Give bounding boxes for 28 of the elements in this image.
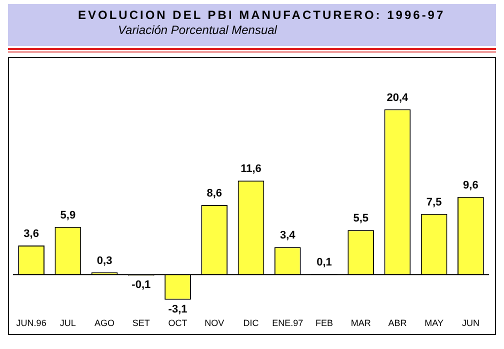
chart-title: EVOLUCION DEL PBI MANUFACTURERO: 1996-97 bbox=[78, 7, 446, 22]
data-label: -3,1 bbox=[168, 303, 188, 316]
x-tick-label: JUN bbox=[462, 318, 480, 328]
data-label: 7,5 bbox=[426, 196, 442, 208]
x-tick-label: MAR bbox=[350, 318, 372, 328]
data-label: 11,6 bbox=[240, 163, 262, 176]
x-tick-label: JUL bbox=[60, 318, 76, 328]
data-label: 3,6 bbox=[24, 228, 39, 240]
data-label: -0,1 bbox=[132, 279, 151, 292]
data-label: 0,1 bbox=[316, 256, 332, 268]
chart-subtitle: Variación Porcentual Mensual bbox=[117, 22, 278, 38]
x-tick-label: DIC bbox=[243, 318, 260, 328]
data-label: 5,5 bbox=[353, 212, 368, 225]
x-tick-label: NOV bbox=[204, 318, 224, 328]
x-tick-label: MAY bbox=[424, 318, 444, 328]
data-label: 3,4 bbox=[280, 230, 296, 242]
x-tick-label: AGO bbox=[94, 318, 115, 328]
x-tick-label: SET bbox=[132, 318, 150, 328]
data-label: 8,6 bbox=[206, 187, 222, 200]
x-tick-label: ABR bbox=[388, 318, 408, 328]
data-label: 9,6 bbox=[463, 179, 478, 192]
data-label: 20,4 bbox=[386, 92, 410, 104]
x-tick-label: ENE.97 bbox=[272, 318, 304, 328]
data-label: 0,3 bbox=[96, 254, 112, 267]
data-label: 5,9 bbox=[60, 209, 76, 222]
x-tick-label: FEB bbox=[315, 318, 333, 328]
x-tick-label: JUN.96 bbox=[16, 318, 46, 328]
x-tick-label: OCT bbox=[168, 318, 188, 328]
